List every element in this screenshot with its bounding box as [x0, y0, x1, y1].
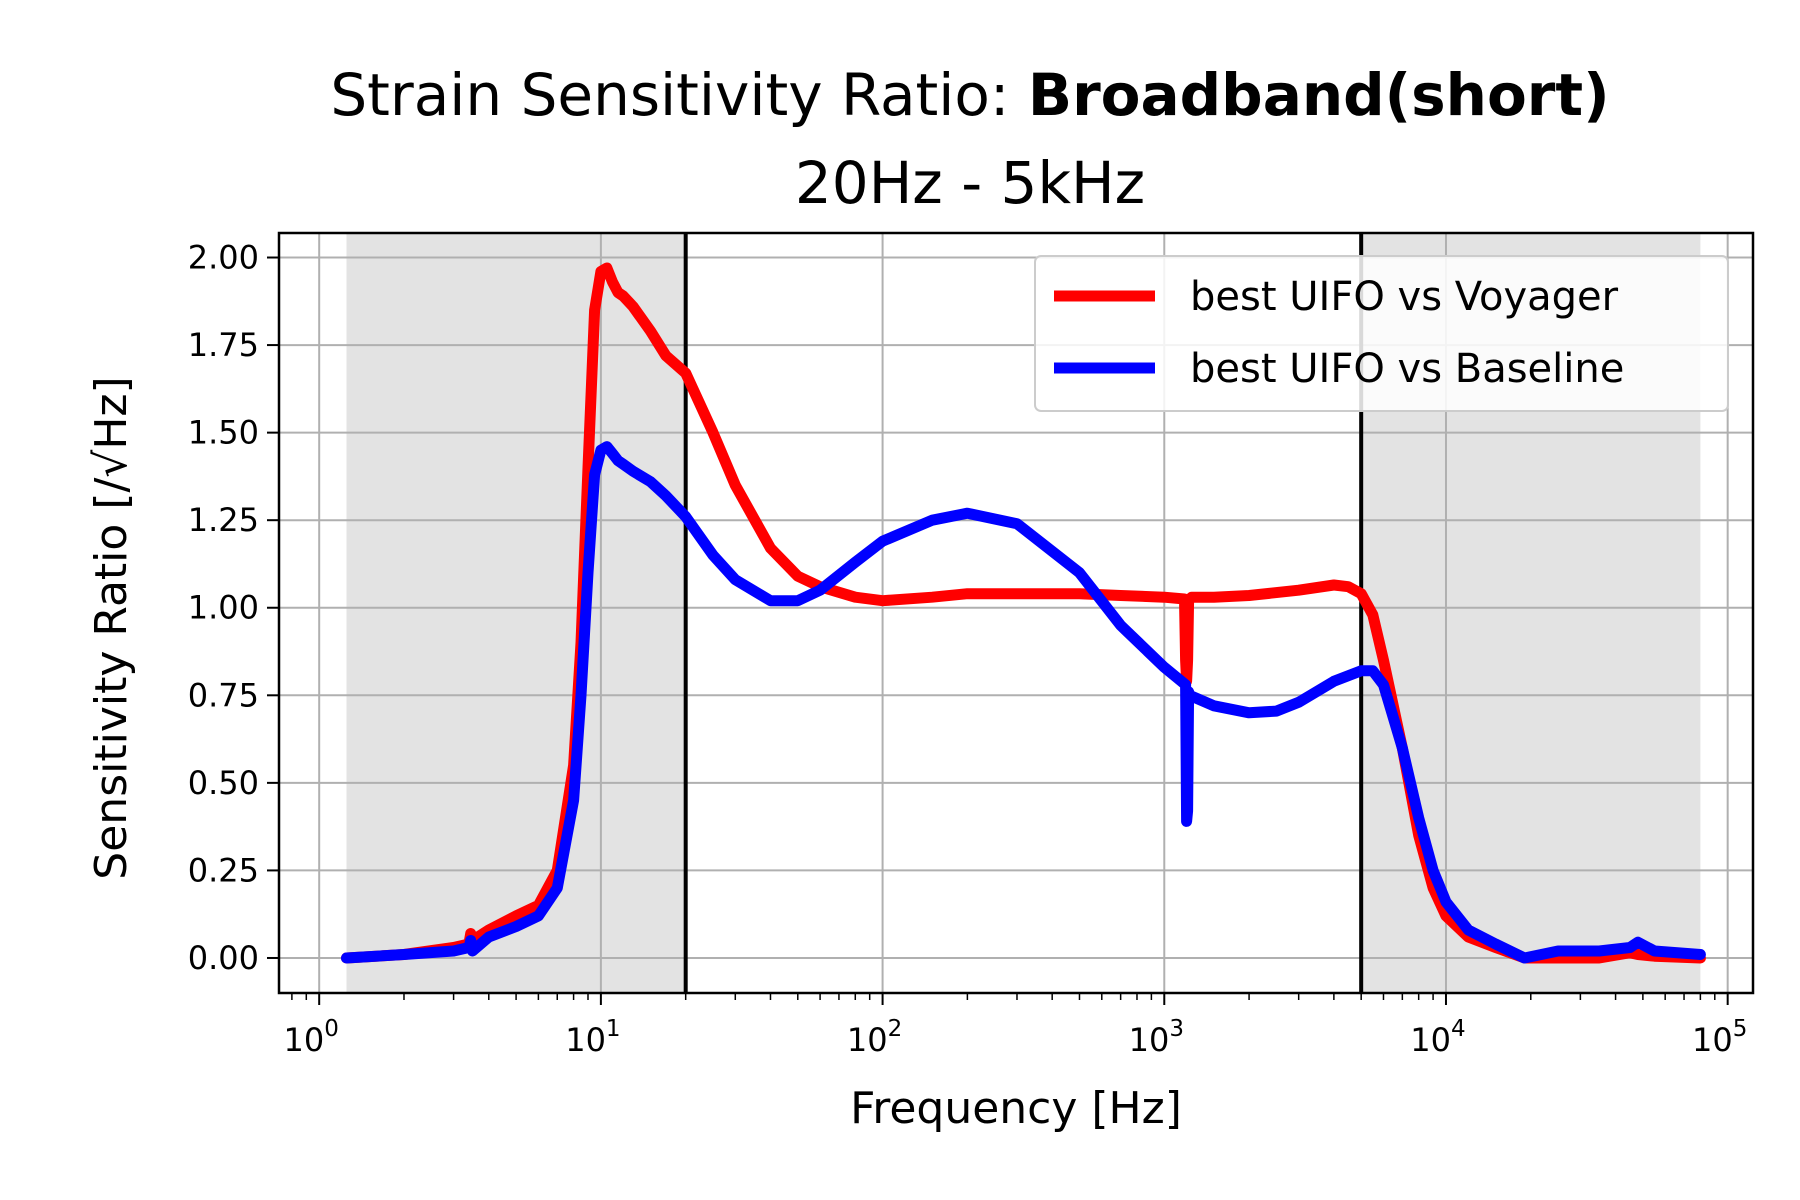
- y-tick-label: 1.50: [188, 414, 259, 452]
- y-tick-label: 1.75: [188, 326, 259, 364]
- y-tick-label: 0.25: [188, 851, 259, 889]
- y-tick-label: 1.00: [188, 589, 259, 627]
- x-axis-ticks: 100 101 102 103 104 105: [284, 993, 1747, 1059]
- y-tick-label: 2.00: [188, 239, 259, 277]
- x-tick-label: 101: [565, 1016, 620, 1059]
- legend-box: [1034, 255, 1729, 412]
- chart-subtitle: 20Hz - 5kHz: [795, 149, 1145, 217]
- legend-label-1: best UIFO vs Voyager: [1190, 274, 1619, 320]
- chart-title: Strain Sensitivity Ratio: Broadband(shor…: [330, 61, 1609, 217]
- axes-frame: [277, 231, 1755, 995]
- y-tick-label: 0.00: [188, 939, 259, 977]
- legend: best UIFO vs Voyager best UIFO vs Baselin…: [1034, 255, 1729, 412]
- x-tick-label: 103: [1129, 1016, 1184, 1059]
- x-axis-label: Frequency [Hz]: [850, 1083, 1182, 1134]
- chart-title-line: Strain Sensitivity Ratio: Broadband(shor…: [330, 61, 1609, 129]
- series-line-2: [341, 441, 1706, 964]
- chart-title-prefix: Strain Sensitivity Ratio:: [330, 61, 1028, 129]
- y-tick-label: 1.25: [188, 501, 259, 539]
- x-tick-label: 104: [1410, 1016, 1465, 1059]
- plot-frame: [277, 231, 1755, 995]
- y-tick-label: 0.75: [188, 676, 259, 714]
- chart-title-bold: Broadband(short): [1028, 61, 1610, 129]
- x-tick-label: 105: [1692, 1016, 1747, 1059]
- x-tick-label: 102: [847, 1016, 902, 1059]
- shaded-region-1: [346, 233, 686, 993]
- y-tick-label: 0.50: [188, 764, 259, 802]
- y-axis-label: Sensitivity Ratio [/√Hz]: [86, 376, 137, 879]
- legend-label-2: best UIFO vs Baseline: [1190, 346, 1624, 392]
- x-tick-label: 100: [284, 1016, 339, 1059]
- series-layer: [341, 262, 1706, 964]
- y-axis-ticks: 0.00 0.25 0.50 0.75 1.00 1.25 1.50 1.75 2.00: [188, 239, 279, 977]
